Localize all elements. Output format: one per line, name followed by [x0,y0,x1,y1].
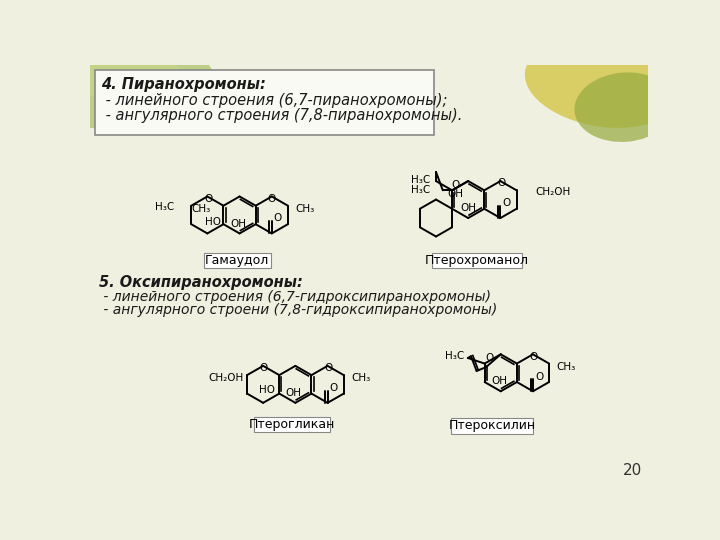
FancyBboxPatch shape [451,418,534,434]
Text: CH₃: CH₃ [351,373,370,383]
Ellipse shape [45,47,213,129]
Text: O: O [330,383,338,393]
Text: CH₂OH: CH₂OH [535,187,570,197]
FancyBboxPatch shape [254,417,330,432]
Text: H₃C: H₃C [155,202,174,212]
Text: HO: HO [205,217,221,227]
Text: OH: OH [460,203,476,213]
Text: - ангулярного строения (7,8-пиранохромоны).: - ангулярного строения (7,8-пиранохромон… [101,108,462,123]
Text: O: O [451,180,460,190]
Text: H₃C: H₃C [445,352,464,361]
Text: O: O [535,372,544,382]
Text: H₃C: H₃C [410,185,430,195]
Text: O: O [497,178,505,188]
Text: OH: OH [491,376,507,386]
Text: O: O [267,194,275,204]
Text: HO: HO [259,384,275,395]
Text: Птерогликан: Птерогликан [249,418,336,431]
Text: Птероксилин: Птероксилин [449,420,536,433]
Text: Гамаудол: Гамаудол [205,254,269,267]
Text: - ангулярного строени (7,8-гидроксипиранохромоны): - ангулярного строени (7,8-гидроксипиран… [99,302,498,316]
Text: - линейного строения (6,7-пиранохромоны);: - линейного строения (6,7-пиранохромоны)… [101,93,447,107]
Ellipse shape [575,72,675,142]
Text: CH₃: CH₃ [557,362,576,372]
FancyBboxPatch shape [204,253,271,268]
Text: OH: OH [230,219,246,229]
FancyBboxPatch shape [96,70,434,135]
Text: CH₂OH: CH₂OH [208,373,243,383]
Text: O: O [486,353,494,363]
Ellipse shape [44,45,183,100]
Text: CH₃: CH₃ [192,204,211,214]
Text: - линейного строения (6,7-гидроксипиранохромоны): - линейного строения (6,7-гидроксипирано… [99,289,491,303]
Text: O: O [260,363,268,373]
Text: O: O [530,352,538,362]
Text: Птерохроманол: Птерохроманол [425,254,528,267]
Text: O: O [274,213,282,223]
FancyBboxPatch shape [432,253,522,268]
Text: O: O [324,363,333,373]
Text: 4. Пиранохромоны:: 4. Пиранохромоны: [101,77,266,92]
Text: 5. Оксипиранохромоны:: 5. Оксипиранохромоны: [99,275,303,290]
Text: H₃C: H₃C [410,174,430,185]
Text: OH: OH [286,388,302,398]
Text: CH₃: CH₃ [295,204,315,214]
Ellipse shape [525,40,678,128]
Text: O: O [503,198,510,208]
Text: O: O [204,194,212,204]
Text: 20: 20 [623,463,642,478]
Text: OH: OH [447,189,464,199]
